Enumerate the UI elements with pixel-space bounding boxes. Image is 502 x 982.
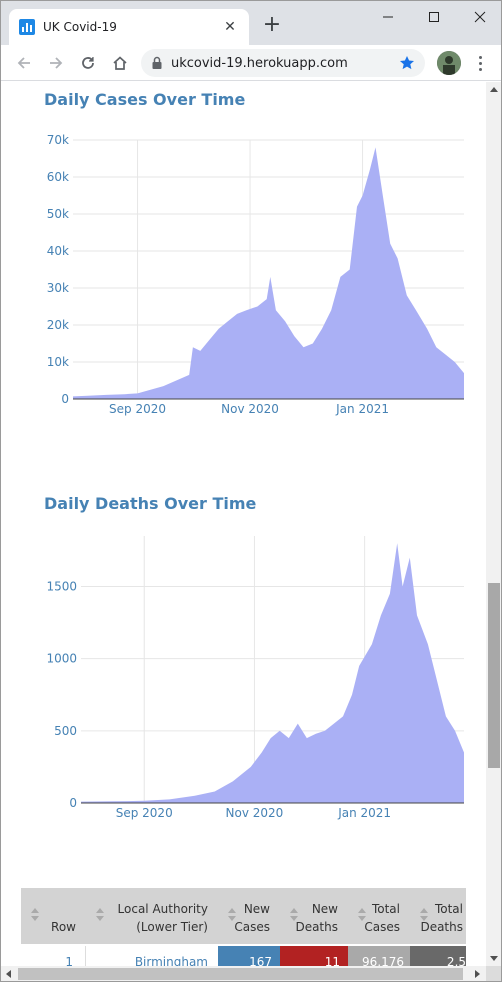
y-tick-label: 60k [47, 170, 69, 184]
sort-icon[interactable] [420, 908, 428, 922]
sort-icon[interactable] [31, 908, 39, 922]
header-total-cases[interactable]: Total Cases [348, 888, 410, 944]
scroll-left-icon[interactable] [6, 970, 11, 978]
browser-toolbar: ukcovid-19.herokuapp.com [1, 45, 501, 81]
horizontal-scroll-thumb[interactable] [18, 968, 463, 980]
tab-title: UK Covid-19 [43, 20, 117, 34]
deaths-chart: 0 500 1000 1500 Sep 2020 Nov 2020 Jan 2021 [46, 536, 464, 820]
x-tick-label: Sep 2020 [116, 806, 173, 820]
cell-total-cases: 96,176 [348, 946, 410, 966]
y-tick-label: 70k [47, 133, 69, 147]
y-tick-label: 30k [47, 281, 69, 295]
x-tick-label: Jan 2021 [337, 806, 391, 820]
y-tick-label: 500 [54, 724, 77, 738]
new-tab-button[interactable]: + [262, 12, 282, 37]
maximize-icon[interactable] [411, 1, 457, 33]
header-total-deaths[interactable]: Total Deaths [420, 902, 463, 934]
star-bookmark-icon[interactable] [399, 55, 415, 71]
cell-new-cases: 167 [218, 946, 280, 966]
home-icon[interactable] [107, 50, 133, 76]
sort-icon[interactable] [290, 908, 298, 922]
y-tick-label: 10k [47, 355, 69, 369]
sort-icon[interactable] [96, 908, 104, 922]
vertical-scrollbar[interactable] [486, 82, 501, 966]
table-header: Row Local Authority (Lower Tier) New Cases… [21, 888, 466, 944]
cell-total-deaths: 2,5 [410, 946, 466, 966]
forward-arrow-icon[interactable] [43, 50, 69, 76]
local-authority-table: Row Local Authority (Lower Tier) New Cases… [21, 888, 466, 966]
x-tick-label: Jan 2021 [335, 402, 389, 416]
lock-icon [152, 56, 162, 69]
y-tick-label: 0 [61, 392, 69, 406]
profile-avatar[interactable] [437, 51, 461, 75]
cases-chart: 0 10k 20k 30k 40k 50k 60k 70k Sep 2020 Nov 2020 Ja… [47, 133, 464, 416]
y-tick-label: 20k [47, 318, 69, 332]
reload-icon[interactable] [75, 50, 101, 76]
more-options-icon[interactable] [469, 51, 491, 75]
header-new-deaths[interactable]: New Deaths [280, 888, 348, 944]
url-text: ukcovid-19.herokuapp.com [171, 55, 348, 71]
header-row[interactable]: Row [21, 888, 86, 944]
minimize-icon[interactable] [365, 1, 411, 33]
scroll-right-icon[interactable] [475, 970, 480, 978]
area-series [73, 147, 464, 399]
back-arrow-icon[interactable] [11, 50, 37, 76]
page-viewport: Daily Cases Over Time 0 10k 20k 30k 40k 50k 60… [1, 82, 486, 966]
table-row[interactable]: 1 Birmingham 167 11 96,176 2,5 [21, 946, 466, 966]
deaths-chart-title: Daily Deaths Over Time [44, 494, 257, 513]
cell-row: 1 [21, 946, 86, 966]
scrollbar-corner [486, 966, 501, 981]
sort-icon[interactable] [358, 908, 366, 922]
chart-favicon-icon [19, 19, 35, 35]
x-tick-label: Nov 2020 [226, 806, 284, 820]
x-tick-label: Sep 2020 [109, 402, 166, 416]
browser-tab[interactable]: UK Covid-19 ✕ [9, 9, 249, 45]
cell-new-deaths: 11 [280, 946, 348, 966]
y-tick-label: 40k [47, 244, 69, 258]
scroll-up-icon[interactable] [490, 87, 498, 92]
horizontal-scrollbar[interactable] [1, 966, 486, 981]
close-window-icon[interactable] [457, 1, 501, 33]
x-tick-label: Nov 2020 [221, 402, 279, 416]
address-bar[interactable]: ukcovid-19.herokuapp.com [141, 49, 425, 77]
header-new-cases[interactable]: New Cases [218, 888, 280, 944]
y-tick-label: 50k [47, 207, 69, 221]
area-series [81, 543, 464, 803]
sort-icon[interactable] [228, 908, 236, 922]
y-tick-label: 1000 [46, 652, 77, 666]
tab-strip: UK Covid-19 ✕ + [1, 1, 501, 45]
vertical-scroll-thumb[interactable] [488, 583, 500, 768]
scroll-down-icon[interactable] [490, 956, 498, 961]
y-tick-label: 1500 [46, 580, 77, 594]
y-tick-label: 0 [69, 796, 77, 810]
close-tab-icon[interactable]: ✕ [224, 19, 236, 35]
cell-authority[interactable]: Birmingham [134, 955, 208, 966]
header-local-authority[interactable]: Local Authority (Lower Tier) [86, 888, 218, 944]
cases-chart-title: Daily Cases Over Time [44, 90, 246, 109]
